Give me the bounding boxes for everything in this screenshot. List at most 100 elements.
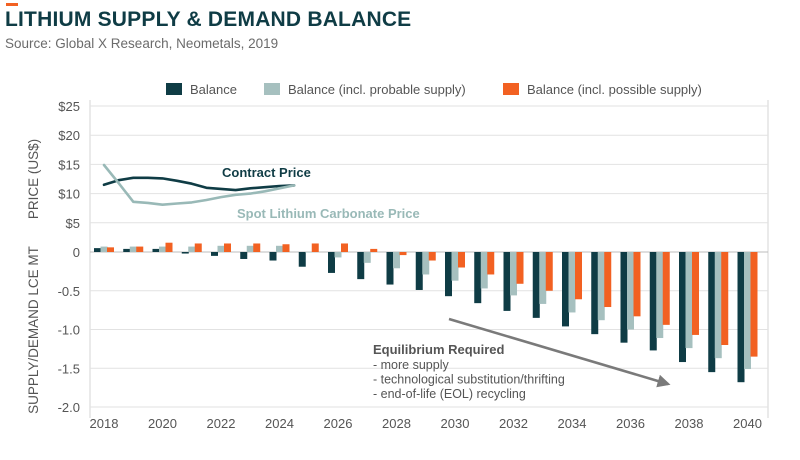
legend: Balance Balance (incl. probable supply) Ba… (166, 82, 702, 97)
bar-series0-2039 (708, 252, 716, 373)
bar-series1-2034 (568, 252, 576, 313)
contract-price-line (102, 176, 296, 192)
year-tick-label: 2018 (90, 416, 119, 431)
bar-series2-2018 (107, 247, 114, 252)
bar-series2-2030 (458, 252, 465, 268)
bar-series0-2026 (328, 252, 335, 273)
bar-series0-2028 (386, 252, 394, 285)
equilibrium-item: - end-of-life (EOL) recycling (373, 387, 526, 401)
contract-price-label: Contract Price (222, 165, 311, 180)
title-accent-bar (6, 3, 18, 6)
bar-series2-2036 (633, 252, 641, 317)
bar-series2-2029 (428, 252, 436, 261)
bar-series0-2031 (474, 252, 482, 304)
bar-series2-2035 (604, 252, 612, 308)
bar-series1-2027 (363, 252, 371, 263)
price-tick-label: $20 (58, 128, 80, 143)
bar-series0-2033 (532, 252, 540, 318)
bar-series2-2023 (253, 243, 261, 252)
balance-axis-title: SUPPLY/DEMAND LCE MT (26, 246, 41, 414)
price-tick-label: $10 (58, 187, 80, 202)
bar-series0-2038 (679, 252, 686, 363)
year-tick-label: 2034 (558, 416, 587, 431)
bar-series2-2025 (311, 243, 319, 252)
equilibrium-item: - technological substitution/thrifting (373, 373, 565, 387)
balance-tick-label: -0.5 (58, 284, 80, 299)
balance-tick-label: -1.5 (58, 361, 80, 376)
bar-series1-2021 (188, 246, 196, 252)
bar-series0-2034 (562, 252, 569, 327)
bar-series1-2022 (217, 245, 225, 252)
bar-series2-2034 (575, 252, 582, 300)
price-axis-title: PRICE (US$) (26, 139, 41, 219)
price-tick-label: $25 (58, 99, 80, 114)
bar-series0-2019 (123, 248, 131, 252)
spot-price-line (102, 163, 296, 206)
bar-series1-2040 (744, 252, 751, 370)
bar-series2-2031 (487, 252, 495, 275)
bar-series2-2024 (282, 244, 290, 252)
bar-series1-2032 (510, 252, 517, 296)
bar-series0-2029 (415, 252, 423, 290)
year-tick-label: 2028 (382, 416, 411, 431)
equilibrium-arrow (448, 317, 671, 388)
bar-series1-2033 (539, 252, 547, 304)
year-tick-label: 2020 (148, 416, 177, 431)
bar-series0-2036 (620, 252, 628, 343)
bar-series1-2030 (451, 252, 459, 281)
bar-series0-2032 (503, 252, 511, 311)
balance-tick-label: -2.0 (58, 400, 80, 415)
bar-series0-2035 (591, 252, 599, 335)
bars-group (94, 242, 758, 383)
bar-series2-2026 (341, 243, 348, 252)
price-lines-group: Contract Price Spot Lithium Carbonate Pri… (102, 163, 420, 221)
legend-swatch-0 (166, 83, 182, 95)
bar-series2-2028 (399, 252, 407, 256)
bar-series0-2023 (240, 252, 248, 259)
year-tick-label: 2038 (675, 416, 704, 431)
bar-series1-2038 (685, 252, 693, 349)
bar-series1-2023 (246, 245, 254, 252)
legend-label-1: Balance (incl. probable supply) (288, 82, 466, 97)
chart-title: LITHIUM SUPPLY & DEMAND BALANCE (5, 8, 412, 31)
bar-series0-2037 (649, 252, 657, 351)
year-tick-label: 2022 (207, 416, 236, 431)
price-tick-label: $15 (58, 157, 80, 172)
legend-label-0: Balance (190, 82, 237, 97)
bar-series1-2028 (393, 252, 400, 269)
price-tick-label: $5 (66, 216, 80, 231)
bar-series2-2040 (750, 252, 758, 357)
bar-series2-2020 (165, 242, 173, 252)
bar-series1-2024 (276, 245, 283, 252)
year-tick-label: 2040 (733, 416, 762, 431)
bar-series0-2018 (94, 248, 101, 252)
bar-series0-2025 (298, 252, 306, 267)
legend-label-2: Balance (incl. possible supply) (527, 82, 702, 97)
bar-series1-2019 (129, 246, 137, 252)
bar-series0-2024 (269, 252, 277, 261)
bar-series1-2026 (334, 252, 342, 258)
bar-series2-2033 (545, 252, 553, 291)
balance-tick-label: -1.0 (58, 323, 80, 338)
equilibrium-item: - more supply (373, 358, 449, 372)
bar-series1-2036 (627, 252, 634, 330)
bar-series2-2032 (516, 252, 524, 284)
bar-series1-2031 (480, 252, 488, 289)
bar-series1-2035 (597, 252, 605, 321)
bar-series2-2037 (662, 252, 670, 325)
bar-series0-2040 (737, 252, 745, 383)
year-tick-label: 2030 (441, 416, 470, 431)
bar-series1-2037 (656, 252, 664, 339)
bar-series2-2021 (194, 243, 202, 252)
bar-series2-2039 (721, 252, 729, 345)
bar-series2-2027 (370, 248, 378, 252)
bar-series0-2022 (211, 252, 218, 256)
bar-series2-2019 (136, 246, 144, 252)
bar-series1-2025 (305, 252, 313, 253)
year-tick-label: 2026 (324, 416, 353, 431)
bar-series0-2020 (152, 248, 160, 252)
bar-series0-2030 (445, 252, 452, 297)
bar-series1-2029 (422, 252, 430, 275)
legend-swatch-1 (264, 83, 280, 95)
